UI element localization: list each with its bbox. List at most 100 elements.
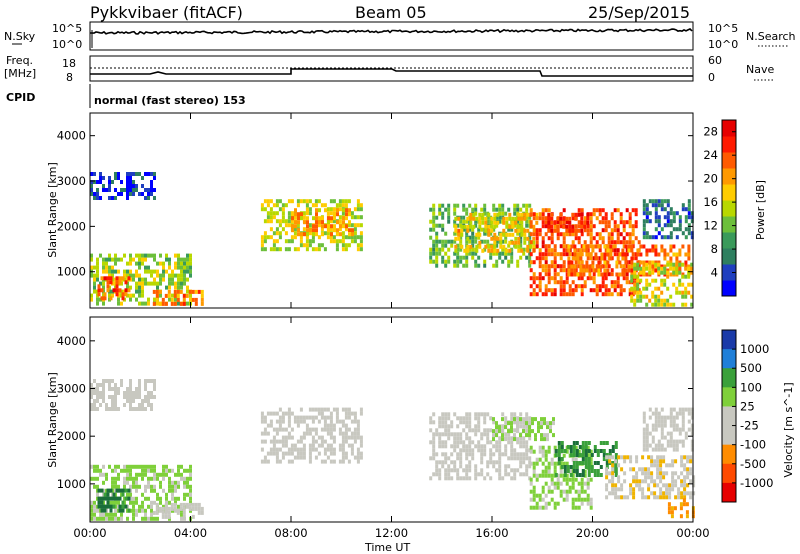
data-cell	[517, 224, 521, 229]
data-cell	[284, 451, 288, 456]
data-cell	[501, 247, 505, 252]
data-cell	[168, 500, 171, 505]
data-cell	[275, 431, 279, 436]
data-cell	[678, 407, 682, 412]
data-cell	[329, 235, 333, 240]
data-cell	[138, 379, 141, 383]
data-cell	[669, 231, 673, 236]
data-cell	[547, 469, 551, 474]
data-cell	[453, 203, 457, 208]
data-cell	[459, 436, 463, 441]
data-cell	[188, 506, 192, 511]
data-cell	[329, 211, 333, 216]
data-cell	[514, 244, 518, 249]
data-cell	[513, 476, 517, 481]
data-cell	[606, 260, 610, 265]
data-cell	[447, 436, 451, 441]
data-cell	[639, 266, 643, 271]
data-cell	[550, 497, 554, 502]
data-cell	[93, 407, 96, 411]
data-cell	[651, 439, 655, 444]
data-cell	[541, 473, 545, 478]
data-cell	[147, 468, 150, 473]
data-cell	[669, 272, 673, 277]
data-cell	[651, 302, 655, 307]
data-cell	[669, 244, 673, 249]
data-cell	[260, 459, 264, 464]
data-cell	[336, 228, 339, 233]
data-cell	[103, 496, 107, 501]
x-tick-label: 20:00	[576, 526, 609, 540]
data-cell	[522, 456, 526, 461]
data-cell	[595, 284, 599, 289]
data-cell	[538, 228, 542, 233]
data-cell	[660, 282, 664, 287]
data-cell	[581, 461, 585, 465]
data-cell	[459, 452, 463, 457]
data-cell	[690, 270, 694, 275]
data-cell	[630, 298, 634, 303]
data-cell	[302, 227, 306, 232]
data-cell	[141, 257, 144, 262]
data-cell	[582, 268, 586, 273]
data-cell	[129, 403, 132, 407]
data-cell	[611, 455, 615, 460]
data-cell	[654, 268, 658, 273]
data-cell	[441, 444, 445, 449]
data-cell	[601, 292, 605, 297]
data-cell	[631, 208, 635, 213]
data-cell	[667, 510, 671, 515]
data-cell	[657, 199, 661, 204]
data-cell	[167, 514, 171, 519]
data-cell	[543, 433, 546, 438]
data-cell	[589, 449, 593, 454]
data-cell	[176, 510, 180, 515]
data-cell	[690, 427, 694, 432]
data-cell	[284, 427, 288, 432]
data-cell	[636, 248, 640, 253]
data-cell	[135, 500, 138, 505]
data-cell	[498, 464, 502, 469]
data-cell	[596, 453, 600, 457]
data-cell	[541, 505, 545, 510]
data-cell	[642, 211, 646, 216]
data-cell	[648, 264, 652, 269]
data-cell	[541, 208, 545, 213]
data-cell	[672, 447, 676, 452]
data-cell	[575, 469, 579, 473]
power-heatmap	[90, 172, 694, 307]
data-cell	[487, 232, 491, 237]
data-cell	[278, 199, 282, 204]
data-cell	[474, 464, 478, 469]
data-cell	[571, 497, 575, 502]
data-cell	[544, 284, 548, 289]
data-cell	[547, 252, 551, 257]
data-cell	[460, 224, 464, 229]
data-cell	[583, 248, 587, 253]
data-cell	[504, 425, 507, 430]
data-cell	[516, 440, 520, 445]
data-cell	[580, 216, 584, 221]
data-cell	[474, 428, 478, 433]
data-cell	[538, 276, 542, 281]
data-cell	[96, 464, 99, 469]
data-cell	[645, 215, 649, 220]
data-cell	[492, 251, 496, 256]
data-cell	[287, 239, 291, 244]
region-10	[642, 407, 694, 452]
data-cell	[468, 440, 472, 445]
data-cell	[456, 251, 460, 256]
data-cell	[444, 231, 448, 236]
data-cell	[496, 236, 500, 241]
data-cell	[687, 223, 691, 228]
data-cell	[263, 439, 267, 444]
data-cell	[118, 504, 122, 509]
data-cell	[628, 212, 632, 217]
data-cell	[625, 232, 629, 237]
data-cell	[627, 244, 631, 249]
data-cell	[126, 387, 129, 391]
data-cell	[121, 492, 125, 497]
data-cell	[568, 288, 572, 293]
data-cell	[576, 272, 580, 277]
